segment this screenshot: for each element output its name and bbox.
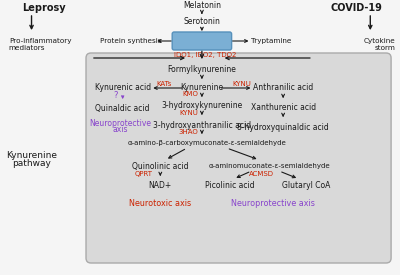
Text: ?: ?: [114, 92, 118, 100]
Text: 3-hydroxyanthranilic acid: 3-hydroxyanthranilic acid: [153, 120, 251, 130]
Text: pathway: pathway: [12, 160, 51, 169]
Text: Glutaryl CoA: Glutaryl CoA: [282, 180, 330, 189]
Text: Pro-inflammatory: Pro-inflammatory: [9, 38, 71, 44]
Text: Protein synthesis: Protein synthesis: [100, 38, 161, 44]
Text: Kynurenine: Kynurenine: [180, 84, 224, 92]
Text: Neuroprotective: Neuroprotective: [90, 119, 152, 128]
Text: Tryptamine: Tryptamine: [251, 38, 292, 44]
Text: KATs: KATs: [156, 81, 172, 87]
Text: axis: axis: [113, 125, 128, 134]
Text: ACMSD: ACMSD: [249, 171, 274, 177]
Text: Xanthurenic acid: Xanthurenic acid: [250, 103, 316, 112]
Text: Serotonin: Serotonin: [184, 16, 220, 26]
FancyBboxPatch shape: [86, 53, 391, 263]
Text: 3HAO: 3HAO: [178, 129, 198, 135]
Text: Tryptophan: Tryptophan: [175, 37, 229, 45]
Text: NAD+: NAD+: [149, 180, 172, 189]
Text: 8-hydroxyquinaldic acid: 8-hydroxyquinaldic acid: [237, 122, 329, 131]
Text: Cytokine: Cytokine: [363, 38, 395, 44]
Text: Melatonin: Melatonin: [183, 1, 221, 10]
Text: KMO: KMO: [182, 91, 198, 97]
Text: Picolinic acid: Picolinic acid: [205, 180, 254, 189]
Text: Quinolinic acid: Quinolinic acid: [132, 161, 189, 170]
Text: α-aminomuconate-ε-semialdehyde: α-aminomuconate-ε-semialdehyde: [208, 163, 330, 169]
Text: IDO1, IDO2, TDO2: IDO1, IDO2, TDO2: [174, 52, 236, 58]
Text: 3-hydroxykynurenine: 3-hydroxykynurenine: [161, 101, 242, 111]
Text: Kynurenic acid: Kynurenic acid: [94, 84, 151, 92]
Text: KYNU: KYNU: [232, 81, 251, 87]
Text: Neurotoxic axis: Neurotoxic axis: [129, 199, 191, 208]
Text: COVID-19: COVID-19: [330, 3, 382, 13]
Text: mediators: mediators: [9, 45, 45, 51]
FancyBboxPatch shape: [172, 32, 232, 50]
Text: Quinaldic acid: Quinaldic acid: [96, 104, 150, 114]
Text: storm: storm: [374, 45, 395, 51]
Text: KYNU: KYNU: [179, 110, 198, 116]
Text: Leprosy: Leprosy: [22, 3, 65, 13]
Text: QPRT: QPRT: [134, 171, 152, 177]
Text: Neuroprotective axis: Neuroprotective axis: [231, 199, 315, 208]
Text: α-amino-β-carboxymuconate-ε-semialdehyde: α-amino-β-carboxymuconate-ε-semialdehyde: [128, 140, 286, 146]
Text: Formylkynurenine: Formylkynurenine: [168, 65, 236, 75]
Text: Kynurenine: Kynurenine: [6, 150, 57, 160]
Text: Anthranilic acid: Anthranilic acid: [253, 84, 313, 92]
